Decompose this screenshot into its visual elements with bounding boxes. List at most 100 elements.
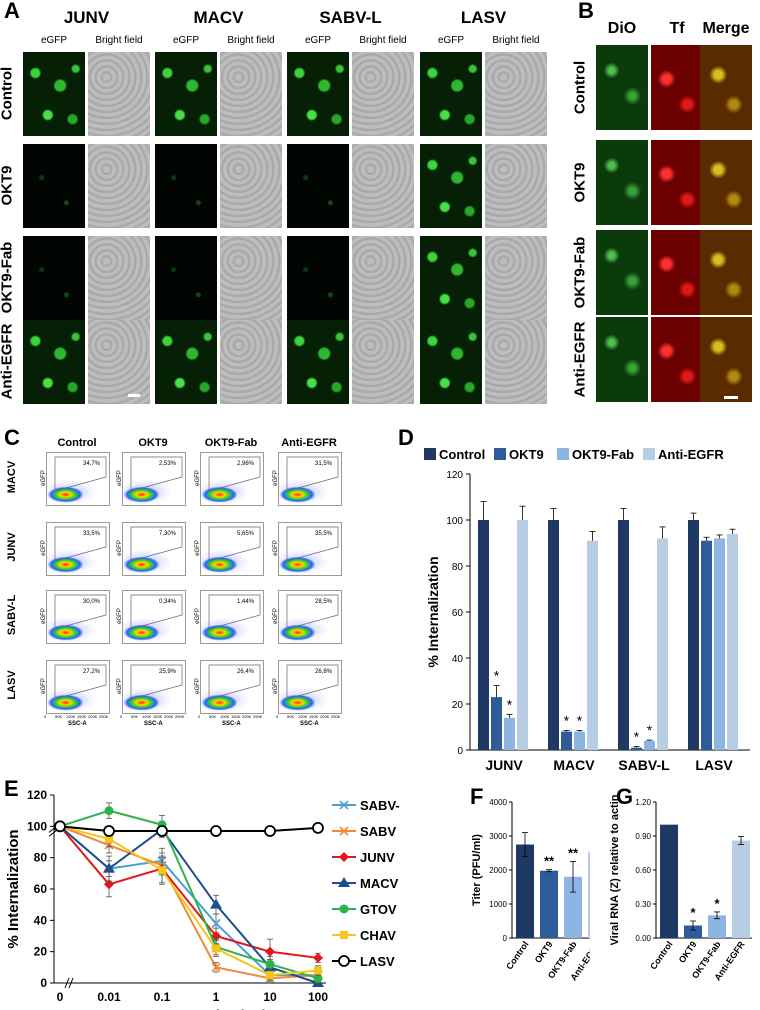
- panel-f-letter: F: [470, 784, 484, 809]
- legend-label: OKT9-Fab: [572, 447, 634, 462]
- egfp-micrograph: [23, 320, 85, 404]
- y-tick-label: 20: [452, 700, 464, 711]
- significance-mark: **: [568, 846, 579, 861]
- bright-field-micrograph: [88, 144, 150, 228]
- data-point: [339, 904, 349, 914]
- gate-overlay: [130, 456, 183, 492]
- egfp-micrograph: [420, 144, 482, 228]
- bar: [588, 852, 590, 938]
- x-tick-label: 250K: [331, 714, 341, 719]
- gate-overlay: [54, 456, 107, 492]
- panel-a-channel-label: Bright field: [359, 35, 407, 46]
- flow-cytometry-plot: 35,5%: [278, 522, 342, 576]
- y-tick-label: 4000: [489, 798, 507, 807]
- y-tick-label: 80: [34, 851, 48, 865]
- x-tick-label: OKT9: [677, 939, 699, 964]
- panel-b-row-label: OKT9: [571, 162, 589, 203]
- bright-field-micrograph: [88, 52, 150, 136]
- bar: [574, 731, 585, 750]
- bright-field-micrograph: [485, 320, 547, 404]
- flow-cytometry-plot: 26,8%: [278, 660, 342, 714]
- y-tick-label: 60: [452, 608, 464, 619]
- panel-b-column-header: Tf: [669, 20, 685, 37]
- bright-field-micrograph: [88, 236, 150, 320]
- flow-cytometry-plot: 30,0%: [46, 590, 110, 644]
- gate-overlay: [130, 664, 183, 700]
- x-tick-label: MACV: [553, 757, 595, 773]
- bar: [684, 925, 702, 938]
- data-point: [339, 800, 349, 810]
- legend-label: GTOV: [360, 902, 397, 917]
- panel-c-column-header: Anti-EGFR: [281, 437, 337, 449]
- gate-percentage: 1,44%: [237, 599, 255, 605]
- panel-a-virus-header: JUNV: [63, 8, 110, 27]
- legend-swatch: [557, 448, 569, 460]
- data-point: [104, 806, 114, 816]
- tf-micrograph: [651, 140, 703, 225]
- gate-overlay: [130, 526, 183, 562]
- panel-a-row-label: Control: [0, 66, 16, 121]
- flow-cytometry-plot: 33,5%: [46, 522, 110, 576]
- bar: [732, 840, 750, 938]
- y-axis-label: Viral RNA (Z) relative to actin: [609, 794, 621, 945]
- data-point: [338, 955, 350, 967]
- gate-overlay: [286, 526, 339, 562]
- legend-label: Control: [439, 447, 485, 462]
- data-point: [265, 946, 275, 957]
- axis-break: [68, 977, 74, 989]
- egfp-micrograph: [23, 52, 85, 136]
- legend-swatch: [424, 448, 436, 460]
- significance-mark: **: [544, 854, 555, 869]
- y-axis-label: eGFP: [272, 608, 279, 624]
- gate-overlay: [208, 456, 261, 492]
- axis-break: [64, 977, 70, 989]
- panel-b-row-label: Anti-EGFR: [571, 321, 589, 397]
- x-tick-label: JUNV: [485, 757, 523, 773]
- flow-cytometry-plot: 7,30%: [122, 522, 186, 576]
- bright-field-micrograph: [352, 320, 414, 404]
- gate-overlay: [208, 526, 261, 562]
- egfp-micrograph: [287, 320, 349, 404]
- gate-percentage: 2,96%: [237, 461, 255, 467]
- significance-mark: *: [647, 722, 653, 738]
- x-tick-label: LASV: [695, 757, 733, 773]
- x-tick-label: 150K: [153, 714, 163, 719]
- x-tick-label: 150K: [309, 714, 319, 719]
- data-point: [103, 862, 115, 873]
- egfp-micrograph: [23, 236, 85, 320]
- panel-c-column-header: Control: [57, 437, 97, 449]
- panel-a-row-label: OKT9-Fab: [0, 241, 16, 314]
- panel-a-channel-label: Bright field: [492, 35, 540, 46]
- data-point: [54, 820, 66, 833]
- x-tick-label: 0: [44, 714, 47, 719]
- x-tick-label: 200K: [320, 714, 330, 719]
- bar: [504, 717, 515, 750]
- bright-field-micrograph: [352, 52, 414, 136]
- flow-cytometry-plot: 31,5%: [278, 452, 342, 506]
- panel-a-channel-label: eGFP: [172, 35, 200, 46]
- data-point: [211, 962, 221, 972]
- x-tick-label: 0.1: [154, 990, 171, 1004]
- x-tick-label: 50K: [209, 714, 217, 719]
- bar: [631, 747, 642, 750]
- flow-cytometry-plot: 27,2%: [46, 660, 110, 714]
- gate-overlay: [54, 594, 107, 630]
- dio-micrograph: [596, 317, 648, 402]
- x-tick-label: Control: [648, 939, 675, 971]
- panel-d-letter: D: [398, 425, 414, 450]
- y-axis-label: % Internalization: [5, 829, 22, 948]
- y-axis-label: eGFP: [40, 608, 47, 624]
- y-tick-label: 100: [27, 819, 47, 833]
- y-tick-label: 2000: [489, 866, 507, 875]
- bright-field-micrograph: [220, 144, 282, 228]
- legend-label: Anti-EGFR: [658, 447, 724, 462]
- y-tick-label: 0.90: [635, 832, 651, 841]
- egfp-micrograph: [420, 52, 482, 136]
- gate-overlay: [286, 594, 339, 630]
- legend-label: SABV: [360, 824, 396, 839]
- x-tick-label: 100K: [298, 714, 308, 719]
- data-point: [105, 834, 113, 843]
- y-tick-label: 0: [457, 746, 463, 757]
- egfp-micrograph: [155, 236, 217, 320]
- panel-c-row-label: JUNV: [6, 532, 18, 562]
